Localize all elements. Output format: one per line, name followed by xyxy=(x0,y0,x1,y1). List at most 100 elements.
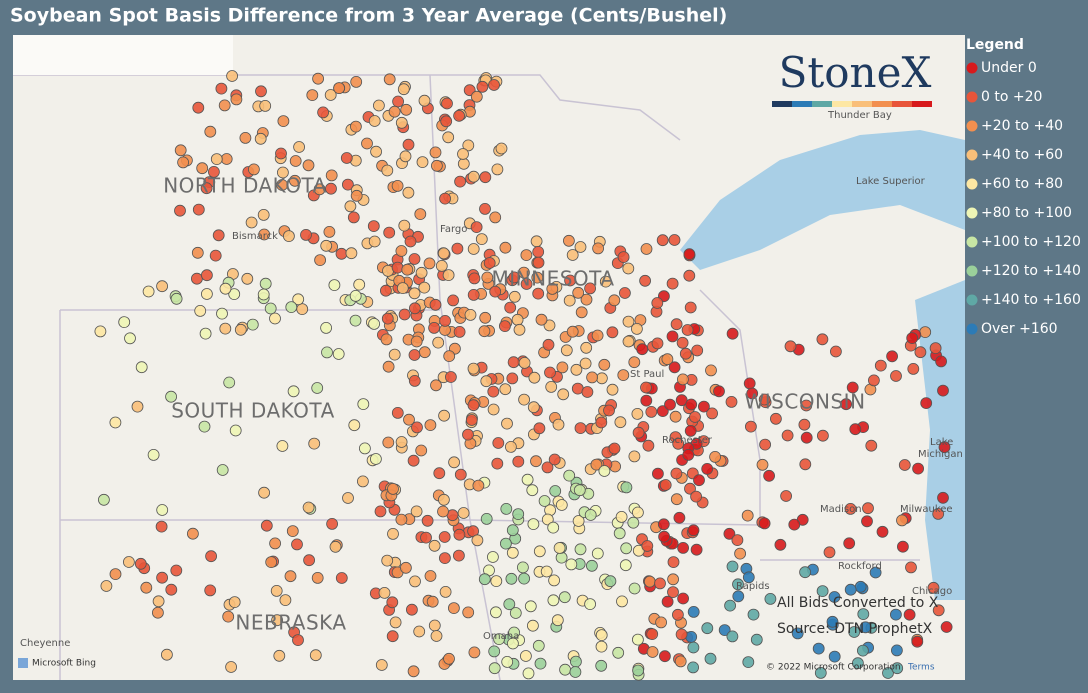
place-label: Omaha xyxy=(483,631,519,642)
bid-dot xyxy=(391,261,404,274)
bid-dot xyxy=(324,89,337,101)
legend-swatch[interactable] xyxy=(966,323,978,335)
bid-dot xyxy=(328,279,341,292)
legend-swatch[interactable] xyxy=(966,62,978,74)
bid-dot xyxy=(467,362,480,375)
bid-dot xyxy=(869,566,882,579)
bid-dot xyxy=(437,247,450,260)
bid-dot xyxy=(844,583,857,596)
bid-dot xyxy=(530,455,542,468)
bid-dot xyxy=(225,661,238,673)
brand-bar-segment xyxy=(832,101,852,107)
legend-label[interactable]: +100 to +120 xyxy=(981,234,1081,250)
bid-dot xyxy=(898,459,911,471)
bid-dot xyxy=(306,89,319,101)
bid-dot xyxy=(391,406,404,419)
brand-bar-segment xyxy=(872,101,892,107)
legend-label[interactable]: +60 to +80 xyxy=(981,176,1063,192)
bid-dot xyxy=(447,602,460,614)
legend-swatch[interactable] xyxy=(966,265,978,277)
legend-swatch[interactable] xyxy=(966,91,978,103)
bid-dot xyxy=(170,564,183,577)
bid-dot xyxy=(791,627,804,640)
legend-label[interactable]: +120 to +140 xyxy=(981,263,1081,279)
legend-label[interactable]: +20 to +40 xyxy=(981,118,1063,134)
bid-dot xyxy=(890,370,902,382)
bid-dot xyxy=(194,304,207,317)
bid-dot xyxy=(308,437,321,450)
bid-dot xyxy=(800,399,813,412)
bid-dot xyxy=(389,616,402,629)
map-labels: NORTH DAKOTA MINNESOTA SOUTH DAKOTA WISC… xyxy=(20,110,963,649)
bid-dot xyxy=(905,561,917,574)
bid-dot xyxy=(323,225,336,238)
bid-dot xyxy=(896,514,908,527)
bid-dot xyxy=(520,278,533,290)
legend-label[interactable]: Under 0 xyxy=(981,60,1037,76)
legend: Under 0 0 to +20 +20 to +40 +40 to +60 +60 t… xyxy=(966,60,1081,337)
bid-dot xyxy=(196,162,209,175)
bid-dot xyxy=(674,655,687,668)
bid-dot xyxy=(907,362,920,375)
legend-label[interactable]: Over +160 xyxy=(981,321,1058,337)
bid-dot xyxy=(186,527,199,540)
bid-dot xyxy=(886,350,898,363)
bid-dot xyxy=(659,650,671,663)
bid-dot xyxy=(566,325,579,338)
bid-dot xyxy=(368,235,381,248)
bid-dot xyxy=(512,508,525,520)
bid-dot xyxy=(374,505,387,518)
bid-dot xyxy=(563,234,575,247)
note: All Bids Converted to X xyxy=(777,595,939,611)
legend-label[interactable]: +40 to +60 xyxy=(981,147,1063,163)
bid-dot xyxy=(670,318,683,331)
bid-dot xyxy=(564,274,576,287)
bid-dot xyxy=(118,316,131,329)
bid-dot xyxy=(704,652,717,665)
legend-label[interactable]: 0 to +20 xyxy=(981,89,1042,105)
bid-dot xyxy=(698,400,710,413)
bid-dot xyxy=(655,616,667,629)
bid-dot xyxy=(505,572,518,585)
bid-dot xyxy=(391,179,404,192)
bid-dot xyxy=(392,95,405,108)
legend-swatch[interactable] xyxy=(966,120,978,132)
bid-dot xyxy=(356,475,369,488)
bid-dot xyxy=(742,571,755,584)
bid-dot xyxy=(911,635,924,648)
bid-dot xyxy=(314,254,327,267)
attribution: Microsoft Bing xyxy=(32,659,96,669)
terms-link[interactable]: Terms xyxy=(907,663,935,673)
bid-dot xyxy=(282,230,295,243)
bid-dot xyxy=(433,467,446,480)
bid-dot xyxy=(548,453,561,466)
bid-dot xyxy=(527,401,540,414)
bid-dot xyxy=(395,116,408,129)
bid-dot xyxy=(382,360,395,373)
bid-dot xyxy=(372,99,385,112)
legend-label[interactable]: +80 to +100 xyxy=(981,205,1072,221)
legend-label[interactable]: +140 to +160 xyxy=(981,292,1081,308)
bid-dot xyxy=(468,272,481,285)
legend-swatch[interactable] xyxy=(966,236,978,248)
bid-dot xyxy=(545,380,558,393)
bid-dot xyxy=(656,234,669,247)
bid-dot xyxy=(122,556,135,568)
legend-swatch[interactable] xyxy=(966,149,978,161)
bid-dot xyxy=(405,603,418,616)
legend-swatch[interactable] xyxy=(966,207,978,219)
bid-dot xyxy=(670,467,683,480)
bid-dot xyxy=(483,257,496,269)
place-label: Thunder Bay xyxy=(827,110,892,121)
bid-dot xyxy=(570,655,582,668)
place-label: Michigan xyxy=(918,449,963,460)
bid-dot xyxy=(581,386,594,398)
bid-dot xyxy=(608,294,621,307)
bid-dot xyxy=(407,665,420,678)
bid-dot xyxy=(320,239,333,252)
bid-dot xyxy=(816,333,829,346)
legend-swatch[interactable] xyxy=(966,178,978,190)
legend-swatch[interactable] xyxy=(966,294,978,306)
bid-dot xyxy=(402,186,415,199)
bid-dot xyxy=(897,540,909,553)
